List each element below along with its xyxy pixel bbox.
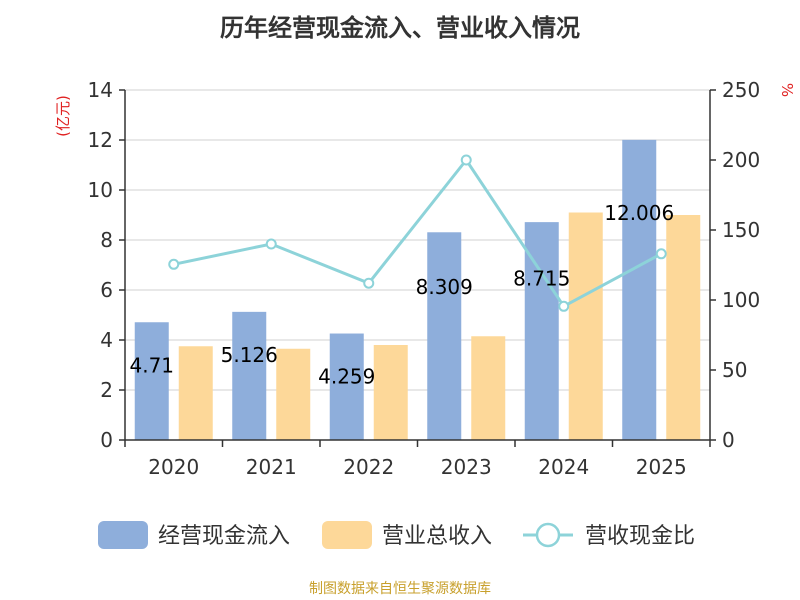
x-tick-label-2022: 2022 xyxy=(343,455,394,479)
bar-s0-2020 xyxy=(134,322,169,440)
bar-s0-2023 xyxy=(427,232,462,440)
bar-s0-2022 xyxy=(329,333,364,440)
y-right-tick-label-3: 150 xyxy=(722,218,760,242)
legend-marker-2 xyxy=(535,522,561,548)
bar-s1-2024 xyxy=(568,212,603,440)
ratio-point-2022 xyxy=(363,277,375,289)
y-left-tick-label-4: 8 xyxy=(100,228,113,252)
x-tick-label-2024: 2024 xyxy=(538,455,589,479)
data-label-2024: 8.715 xyxy=(513,267,570,291)
y-left-tick-label-5: 10 xyxy=(88,178,113,202)
chart-title: 历年经营现金流入、营业收入情况 xyxy=(220,14,580,42)
y-left-tick-label-2: 4 xyxy=(100,328,113,352)
bar-s0-2025 xyxy=(622,139,657,440)
legend-label-1: 营业总收入 xyxy=(382,524,492,549)
legend-label-2: 营收现金比 xyxy=(585,524,695,549)
data-label-2021: 5.126 xyxy=(221,343,278,367)
legend-swatch-1 xyxy=(322,521,372,549)
bar-s1-2023 xyxy=(471,336,506,440)
x-tick-label-2021: 2021 xyxy=(246,455,297,479)
ratio-point-2021 xyxy=(265,238,277,250)
y-left-tick-label-7: 14 xyxy=(88,78,113,102)
bar-s1-2020 xyxy=(178,346,213,440)
y-left-tick-label-3: 6 xyxy=(100,278,113,302)
ratio-point-2023 xyxy=(460,154,472,166)
data-label-2022: 4.259 xyxy=(318,365,375,389)
ratio-line xyxy=(173,157,662,309)
data-label-2020: 4.71 xyxy=(129,353,174,377)
bar-s1-2021 xyxy=(276,348,311,440)
ratio-point-2024 xyxy=(558,300,570,312)
y-right-tick-label-2: 100 xyxy=(722,288,760,312)
legend-label-0: 经营现金流入 xyxy=(158,524,290,549)
y-left-axis-label: (亿元) xyxy=(54,95,72,137)
source-footer: 制图数据来自恒生聚源数据库 xyxy=(309,581,491,597)
x-tick-label-2023: 2023 xyxy=(441,455,492,479)
y-right-axis-label: % xyxy=(778,83,796,97)
legend-swatch-0 xyxy=(98,521,148,549)
y-left-tick-label-1: 2 xyxy=(100,378,113,402)
ratio-point-2020 xyxy=(168,258,180,270)
ratio-point-2025 xyxy=(655,248,667,260)
y-right-tick-label-1: 50 xyxy=(722,358,747,382)
x-tick-label-2025: 2025 xyxy=(636,455,687,479)
y-right-tick-label-0: 0 xyxy=(722,428,735,452)
bar-s1-2025 xyxy=(666,215,701,440)
x-tick-label-2020: 2020 xyxy=(148,455,199,479)
y-right-tick-label-5: 250 xyxy=(722,78,760,102)
data-label-2023: 8.309 xyxy=(416,275,473,299)
data-label-2025: 12.006 xyxy=(604,201,674,225)
y-right-tick-label-4: 200 xyxy=(722,148,760,172)
bar-s1-2022 xyxy=(373,345,408,440)
y-left-tick-label-6: 12 xyxy=(88,128,113,152)
bar-s0-2021 xyxy=(232,311,267,440)
y-left-tick-label-0: 0 xyxy=(100,428,113,452)
